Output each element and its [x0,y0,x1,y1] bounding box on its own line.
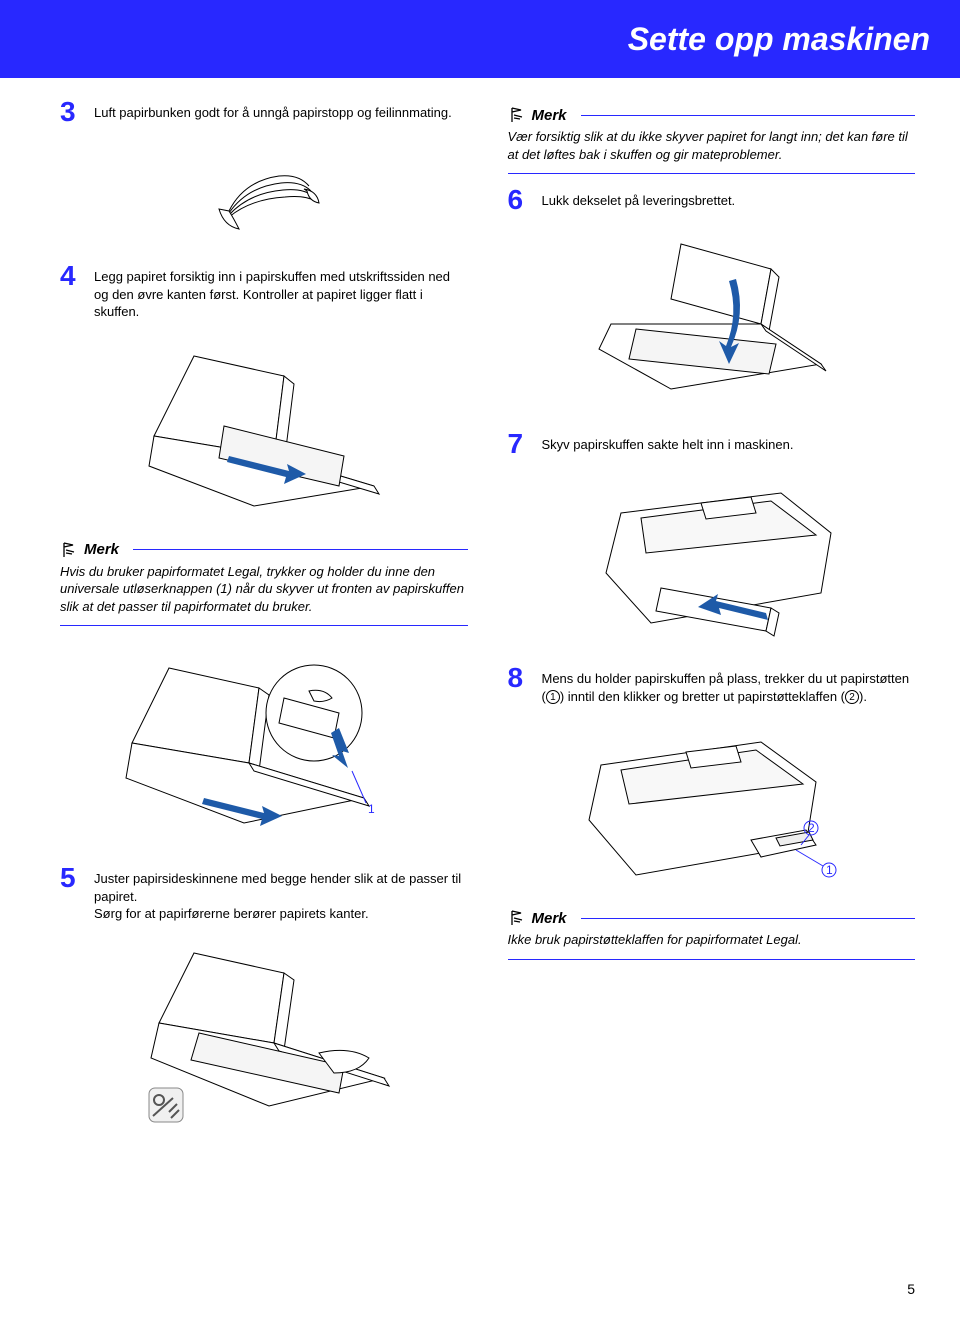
note-divider [508,173,916,174]
step8-text-b: ) inntil den klikker og bretter ut papir… [560,689,845,704]
step-8: 8 Mens du holder papirskuffen på plass, … [508,664,916,705]
illustration-adjust-guides [60,933,468,1133]
step-text: Skyv papirskuffen sakte helt inn i maski… [542,430,916,458]
step-text: Luft papirbunken godt for å unngå papirs… [94,98,468,126]
note-icon [60,541,78,559]
note-divider [508,959,916,960]
illustration-paper-support: 2 1 [508,715,916,905]
step-5: 5 Juster papirsideskinnene med begge hen… [60,864,468,923]
note-rule [581,918,915,919]
step-text: Lukk dekselet på leveringsbrettet. [542,186,916,214]
step-text: Juster papirsideskinnene med begge hende… [94,864,468,923]
note-icon [508,909,526,927]
step-text: Mens du holder papirskuffen på plass, tr… [542,664,916,705]
step-3: 3 Luft papirbunken godt for å unngå papi… [60,98,468,126]
page-title: Sette opp maskinen [628,21,930,58]
step-number: 3 [60,98,80,126]
step8-text-c: ). [859,689,867,704]
illustration-push-tray [508,468,916,658]
note-rule [581,115,915,116]
step-4: 4 Legg papiret forsiktig inn i papirskuf… [60,262,468,321]
callout-ring-1: 1 [826,863,833,877]
note-label: Merk [532,910,567,927]
step-number: 7 [508,430,528,458]
step-number: 6 [508,186,528,214]
note-icon [508,106,526,124]
circled-ref-2: 2 [845,690,859,704]
illustration-fan-paper [60,136,468,256]
step-number: 5 [60,864,80,923]
note-text: Ikke bruk papirstøtteklaffen for papirfo… [508,927,916,955]
note-divider [60,625,468,626]
content-area: 3 Luft papirbunken godt for å unngå papi… [0,78,960,1133]
left-column: 3 Luft papirbunken godt for å unngå papi… [60,98,468,1133]
right-column: Merk Vær forsiktig slik at du ikke skyve… [508,98,916,1133]
step-text: Legg papiret forsiktig inn i papirskuffe… [94,262,468,321]
step-number: 8 [508,664,528,705]
note-push-paper: Merk Vær forsiktig slik at du ikke skyve… [508,106,916,174]
note-legal-flap: Merk Ikke bruk papirstøtteklaffen for pa… [508,909,916,960]
note-legal-format: Merk Hvis du bruker papirformatet Legal,… [60,541,468,627]
note-label: Merk [84,541,119,558]
step-6: 6 Lukk dekselet på leveringsbrettet. [508,186,916,214]
step-number: 4 [60,262,80,321]
illustration-insert-paper [60,331,468,531]
illustration-close-cover [508,224,916,424]
callout-ring-2: 2 [808,821,815,835]
circled-ref-1: 1 [546,690,560,704]
page-number: 5 [907,1281,915,1297]
note-text: Hvis du bruker papirformatet Legal, tryk… [60,559,468,622]
note-label: Merk [532,107,567,124]
page-header: Sette opp maskinen [0,0,960,78]
step-7: 7 Skyv papirskuffen sakte helt inn i mas… [508,430,916,458]
illustration-legal-release: 1 [60,638,468,858]
note-rule [133,549,467,550]
note-text: Vær forsiktig slik at du ikke skyver pap… [508,124,916,169]
callout-1: 1 [368,802,375,816]
